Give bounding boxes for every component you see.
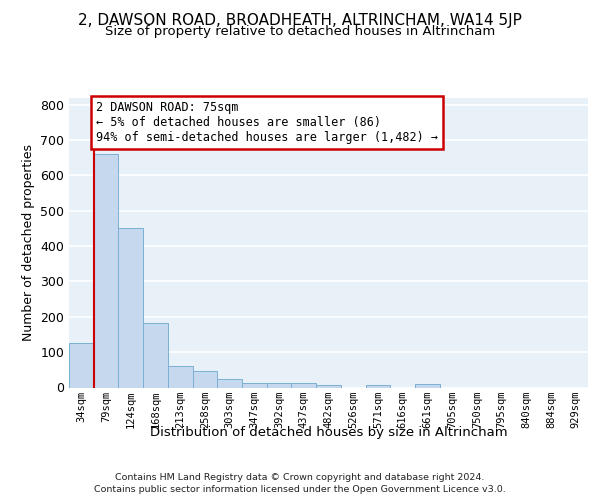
Bar [267, 383, 292, 388]
Bar [217, 378, 242, 388]
Bar [292, 383, 316, 388]
Text: Contains public sector information licensed under the Open Government Licence v3: Contains public sector information licen… [94, 485, 506, 494]
Text: Contains HM Land Registry data © Crown copyright and database right 2024.: Contains HM Land Registry data © Crown c… [115, 472, 485, 482]
Bar [69, 342, 94, 388]
Bar [415, 384, 440, 388]
Text: Distribution of detached houses by size in Altrincham: Distribution of detached houses by size … [150, 426, 508, 439]
Y-axis label: Number of detached properties: Number of detached properties [22, 144, 35, 341]
Bar [242, 384, 267, 388]
Text: 2, DAWSON ROAD, BROADHEATH, ALTRINCHAM, WA14 5JP: 2, DAWSON ROAD, BROADHEATH, ALTRINCHAM, … [78, 12, 522, 28]
Text: 2 DAWSON ROAD: 75sqm
← 5% of detached houses are smaller (86)
94% of semi-detach: 2 DAWSON ROAD: 75sqm ← 5% of detached ho… [96, 101, 438, 144]
Bar [168, 366, 193, 388]
Bar [118, 228, 143, 388]
Bar [143, 323, 168, 388]
Bar [316, 384, 341, 388]
Bar [365, 384, 390, 388]
Bar [193, 370, 217, 388]
Bar [94, 154, 118, 388]
Text: Size of property relative to detached houses in Altrincham: Size of property relative to detached ho… [105, 25, 495, 38]
